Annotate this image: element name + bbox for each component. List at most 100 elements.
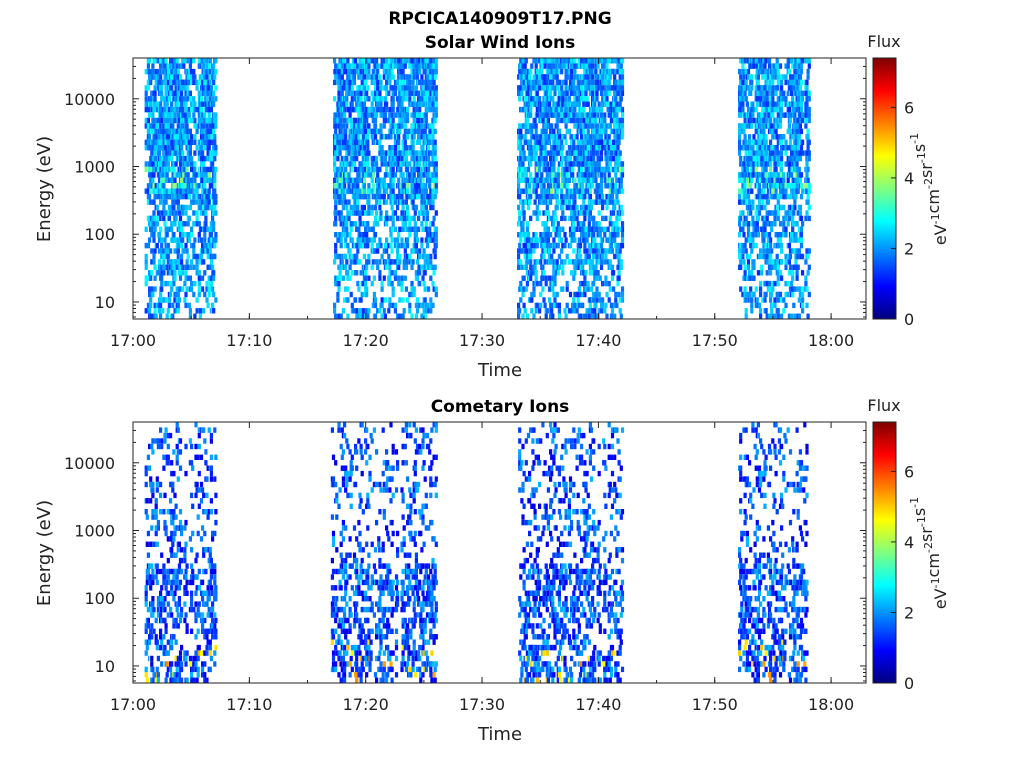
- spectrogram-cell: [203, 199, 207, 205]
- spectrogram-cell: [391, 188, 395, 194]
- spectrogram-cell: [406, 172, 410, 178]
- spectrogram-cell: [144, 166, 148, 173]
- spectrogram-cell: [557, 145, 561, 151]
- spectrogram-cell: [345, 123, 349, 129]
- spectrogram-cell: [360, 112, 364, 118]
- spectrogram-cell: [156, 85, 160, 91]
- spectrogram-cell: [578, 123, 583, 129]
- spectrogram-cell: [739, 172, 743, 178]
- spectrogram-cell: [338, 188, 342, 194]
- spectrogram-cell: [376, 183, 380, 189]
- spectrogram-cell: [429, 172, 433, 178]
- spectrogram-cell: [557, 68, 561, 75]
- spectrogram-cell: [578, 117, 583, 124]
- spectrogram-cell: [598, 85, 602, 91]
- spectrogram-cell: [156, 210, 160, 216]
- spectrogram-cell: [378, 90, 382, 96]
- spectrogram-cell: [567, 145, 571, 151]
- spectrogram-cell: [388, 58, 392, 64]
- spectrogram-cell: [187, 106, 191, 113]
- spectrogram-cell: [365, 90, 369, 96]
- spectrogram-cell: [187, 139, 191, 145]
- spectrogram-cell: [599, 242, 604, 249]
- spectrogram-cell: [541, 264, 545, 270]
- spectrogram-cell: [393, 145, 397, 151]
- spectrogram-cell: [206, 248, 210, 254]
- spectrogram-cell: [334, 242, 338, 249]
- spectrogram-cell: [408, 221, 412, 227]
- spectrogram-cell: [535, 112, 539, 118]
- spectrogram-cell: [345, 150, 349, 156]
- spectrogram-cell: [599, 172, 604, 178]
- spectrogram-cell: [352, 79, 357, 86]
- spectrogram-cell: [604, 280, 608, 287]
- spectrogram-cell: [597, 291, 601, 298]
- spectrogram-cell: [604, 275, 608, 281]
- spectrogram-cell: [608, 85, 612, 91]
- spectrogram-cell: [182, 155, 186, 162]
- spectrogram-cell: [519, 259, 523, 265]
- spectrogram-cell: [584, 74, 588, 80]
- spectrogram-cell: [382, 308, 386, 314]
- spectrogram-cell: [205, 297, 209, 303]
- spectrogram-cell: [207, 199, 211, 205]
- spectrogram-cell: [373, 215, 378, 222]
- spectrogram-cell: [603, 117, 607, 124]
- spectrogram-cell: [376, 166, 380, 173]
- spectrogram-cell: [356, 177, 360, 183]
- spectrogram-cell: [154, 193, 158, 200]
- spectrogram-cell: [171, 145, 175, 151]
- spectrogram-cell: [425, 106, 430, 113]
- spectrogram-cell: [428, 96, 432, 102]
- spectrogram-cell: [364, 161, 368, 167]
- spectrogram-cell: [149, 172, 153, 178]
- spectrogram-cell: [601, 280, 605, 287]
- spectrogram-cell: [152, 188, 156, 194]
- spectrogram-cell: [376, 193, 380, 200]
- spectrogram-cell: [171, 112, 175, 118]
- spectrogram-cell: [577, 161, 581, 167]
- spectrogram-cell: [338, 215, 342, 222]
- spectrogram-cell: [431, 134, 435, 140]
- spectrogram-cell: [556, 150, 560, 156]
- spectrogram-cell: [565, 188, 569, 194]
- spectrogram-cell: [422, 193, 426, 200]
- spectrogram-cell: [144, 242, 148, 249]
- spectrogram-cell: [364, 128, 368, 135]
- spectrogram-cell: [211, 74, 215, 80]
- spectrogram-cell: [589, 139, 594, 145]
- spectrogram-cell: [362, 204, 366, 211]
- spectrogram-cell: [530, 308, 534, 314]
- spectrogram-cell: [406, 237, 410, 243]
- spectrogram-cell: [344, 145, 348, 151]
- spectrogram-cell: [373, 193, 378, 200]
- spectrogram-cell: [402, 264, 406, 270]
- spectrogram-cell: [373, 117, 378, 124]
- spectrogram-cell: [373, 85, 378, 91]
- spectrogram-cell: [188, 275, 192, 281]
- spectrogram-cell: [434, 177, 438, 183]
- spectrogram-cell: [408, 308, 412, 314]
- spectrogram-cell: [533, 85, 537, 91]
- spectrogram-cell: [203, 112, 207, 118]
- spectrogram-cell: [567, 204, 571, 211]
- spectrogram-cell: [587, 183, 591, 189]
- spectrogram-cell: [197, 79, 201, 86]
- spectrogram-cell: [208, 74, 212, 80]
- spectrogram-cell: [380, 253, 384, 260]
- spectrogram-cell: [597, 139, 601, 145]
- spectrogram-cell: [599, 150, 604, 156]
- spectrogram-cell: [589, 264, 594, 270]
- spectrogram-cell: [595, 139, 599, 145]
- spectrogram-cell: [400, 74, 404, 80]
- spectrogram-cell: [199, 172, 204, 178]
- spectrogram-cell: [620, 286, 625, 292]
- spectrogram-cell: [174, 215, 178, 222]
- spectrogram-cell: [207, 172, 211, 178]
- spectrogram-cell: [610, 264, 615, 270]
- spectrogram-cell: [204, 248, 208, 254]
- spectrogram-cell: [214, 96, 218, 102]
- spectrogram-cell: [434, 161, 438, 167]
- spectrogram-cell: [146, 123, 150, 129]
- spectrogram-cell: [613, 128, 617, 135]
